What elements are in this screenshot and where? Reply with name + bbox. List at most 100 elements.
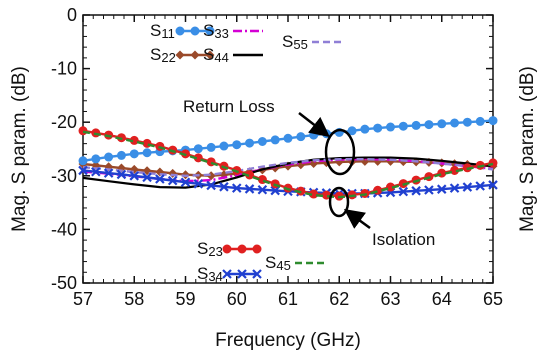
legend-label-main: S (197, 264, 208, 283)
legend-marker-s22 (190, 50, 200, 60)
data-point-s11 (116, 150, 126, 160)
data-point-s34 (129, 171, 140, 181)
data-point-s34 (488, 180, 498, 190)
data-point-s23 (78, 126, 88, 136)
legend-marker-s22 (175, 50, 185, 60)
y-tick-label: -50 (51, 273, 77, 293)
y-tick-label: 0 (67, 5, 77, 25)
legend-marker-s34 (237, 269, 247, 279)
legend-entry-s44: S44 (203, 45, 263, 65)
legend-label-main: S (150, 45, 161, 64)
data-point-s11 (462, 117, 472, 127)
legend-marker-s23 (252, 244, 262, 254)
x-tick-label: 59 (175, 289, 195, 309)
x-tick-label: 58 (124, 289, 144, 309)
isolation-annotation: Isolation (328, 186, 435, 249)
legend-entry-s11: S 11 (150, 21, 215, 41)
data-point-s11 (450, 118, 460, 128)
legend-entry-s34: S34 (197, 264, 262, 284)
data-point-s11 (437, 119, 447, 129)
legend-marker-s11 (190, 26, 200, 36)
legend-marker-s34 (222, 269, 232, 279)
data-point-s34 (78, 165, 88, 176)
x-tick-label: 60 (227, 289, 247, 309)
legend-label-s44: S44 (203, 45, 229, 65)
data-point-s11 (206, 142, 216, 152)
legend-label-sub: 23 (208, 244, 222, 259)
isolation-arrow (343, 209, 371, 230)
data-point-s11 (424, 120, 434, 130)
legend-label-main: S (282, 32, 293, 51)
series-s45 (82, 130, 494, 199)
data-point-s34 (462, 182, 473, 192)
data-point-s34 (231, 183, 242, 193)
legend-label-sub: 34 (208, 269, 222, 284)
data-point-s11 (257, 136, 267, 146)
x-tick-label: 57 (73, 289, 93, 309)
data-point-s11 (270, 135, 280, 145)
legend-label-s22: S22 (150, 45, 176, 65)
legend-entry-s22: S22 (150, 45, 215, 65)
x-tick-label: 62 (329, 289, 349, 309)
legend-marker-s22 (205, 50, 215, 60)
y-axis: 0 -10 -20 -30 -40 -50 (51, 5, 493, 293)
legend-label-sub: 45 (276, 258, 290, 273)
data-point-s11 (245, 138, 255, 148)
legend-label-sub: 11 (161, 26, 175, 41)
series-s44 (82, 156, 494, 189)
data-point-s11 (488, 116, 498, 126)
legend-label-s23: S23 (197, 239, 223, 259)
data-point-s34 (91, 167, 101, 177)
data-point-s34 (398, 186, 409, 197)
data-point-s11 (347, 126, 357, 136)
data-point-s11 (232, 140, 242, 150)
y-axis-label: Mag. S param. (dB) (9, 66, 30, 232)
data-point-s11 (398, 121, 408, 131)
return-loss-arrow (298, 112, 330, 138)
x-tick-label: 63 (380, 289, 400, 309)
legend-marker-s11 (205, 26, 215, 36)
data-point-s34 (270, 185, 280, 196)
legend-marker-s11 (175, 26, 185, 36)
legend-label-sub: 33 (214, 26, 228, 41)
y-tick-label: -40 (51, 219, 77, 239)
series-line-s45 (82, 130, 494, 199)
data-point-s11 (78, 156, 88, 166)
legend-label-main: S (203, 21, 214, 40)
y-tick-label: -30 (51, 166, 77, 186)
legend-label-main: S (197, 239, 208, 258)
data-point-s34 (180, 177, 191, 188)
data-point-s11 (296, 132, 306, 142)
plot-area-frame (82, 14, 494, 284)
data-point-s11 (386, 122, 395, 132)
legend-label-sub: 55 (293, 37, 307, 52)
data-point-s34 (142, 172, 152, 183)
data-point-s34 (257, 184, 268, 195)
legend-label-main: S (203, 45, 214, 64)
data-point-s11 (91, 154, 101, 164)
legend-label-s33: S33 (203, 21, 229, 41)
data-point-s34 (116, 169, 127, 180)
legend-label-s45: S45 (265, 253, 291, 273)
y-tick-label: -10 (51, 59, 77, 79)
legend-marker-s23 (222, 244, 232, 254)
isolation-label: Isolation (372, 230, 435, 249)
x-tick-label: 65 (483, 289, 503, 309)
data-point-s11 (142, 148, 152, 158)
return-loss-ellipse (324, 128, 356, 176)
data-point-s11 (193, 144, 203, 154)
data-point-s11 (360, 124, 370, 134)
legend-label-main: S (265, 253, 276, 272)
data-point-s34 (244, 184, 255, 194)
data-point-s11 (475, 116, 485, 126)
x-axis-label: Frequency (GHz) (215, 330, 361, 351)
isolation-ellipse (328, 186, 350, 218)
series-s34 (78, 165, 498, 199)
data-point-s22 (206, 171, 216, 181)
legend-entry-s23: S23 (197, 239, 262, 259)
data-point-s34 (436, 184, 447, 194)
data-point-s34 (206, 180, 216, 191)
legend-label-sub: 44 (214, 50, 228, 65)
series-s55 (82, 158, 494, 178)
